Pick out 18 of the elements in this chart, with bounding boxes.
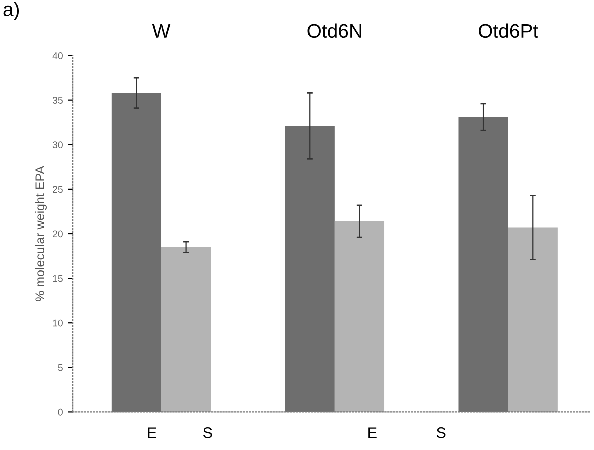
y-tick-label: 10: [53, 320, 63, 327]
y-tick-label: 40: [52, 52, 63, 60]
text: S: [436, 428, 446, 438]
y-tick-label: 30: [52, 142, 63, 149]
y-tick-label: 25: [53, 186, 63, 194]
y-tick-label: 20: [53, 230, 63, 238]
text: E: [148, 428, 157, 438]
y-tick-label: 35: [52, 97, 63, 104]
text: S: [204, 428, 212, 438]
y-tick-label: 15: [53, 275, 63, 282]
y-tick-label: 0: [58, 408, 63, 416]
y-axis-title: % molecular weight EPA: [35, 166, 47, 302]
x-tick-label: W: [152, 24, 171, 38]
x-tick-label: Otd6N: [308, 24, 362, 38]
y-tick-label: 5: [58, 364, 63, 372]
x-tick-label: Otd6Pt: [478, 24, 538, 38]
chart-title: a): [4, 2, 20, 20]
text: E: [368, 428, 377, 438]
